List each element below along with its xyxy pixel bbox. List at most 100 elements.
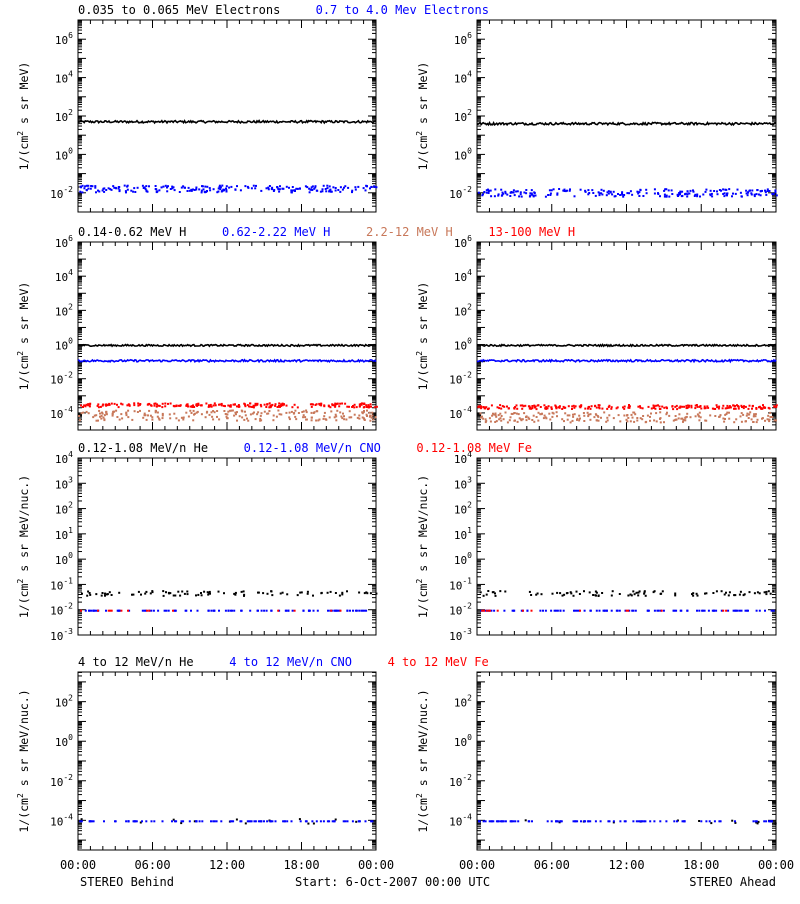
data-point [280,413,283,416]
data-point [82,411,85,414]
y-tick-label: 100 [454,146,472,162]
data-point [641,418,644,421]
data-point [209,403,212,406]
data-point [537,419,540,422]
data-point [268,406,271,409]
data-point [765,590,768,593]
data-point [659,411,662,414]
data-point [490,820,493,823]
data-point [481,609,484,612]
data-point [95,414,98,417]
data-point [606,191,609,194]
data-point [579,417,581,420]
data-point [244,410,246,413]
y-tick-label: 102 [454,694,472,710]
data-point [254,418,257,421]
data-point [628,192,631,195]
data-point [681,405,684,408]
data-point [315,403,318,406]
data-point [83,404,86,407]
data-point [722,404,725,407]
data-point [714,415,717,417]
data-point [513,407,516,410]
data-point [145,820,148,823]
data-point [533,192,536,194]
data-point [309,403,312,406]
data-point [250,187,253,190]
data-point [183,592,186,595]
data-point [619,420,622,423]
data-point [102,416,105,419]
data-point [244,414,247,417]
data-point [294,415,297,418]
data-point [97,189,99,192]
data-point [311,185,314,188]
data-point [314,185,317,188]
data-point [277,188,280,191]
data-point [78,419,81,422]
y-tick-label: 10-2 [449,185,472,201]
data-point [105,413,108,416]
data-point [495,420,498,423]
data-point [371,820,374,823]
data-point [101,411,103,414]
data-point [515,412,518,415]
data-point [94,185,97,188]
data-point [610,594,613,597]
data-point [200,413,203,416]
y-tick-label: 10-2 [50,602,73,618]
data-point [339,402,342,405]
data-point [673,609,676,612]
y-tick-label: 102 [454,108,472,124]
data-point [684,192,687,195]
data-point [341,593,344,596]
data-point [699,416,702,419]
data-point [223,410,226,412]
data-point [629,593,632,596]
data-point [107,187,110,190]
data-point [189,405,192,408]
data-point [661,590,664,593]
data-point [243,418,246,421]
data-point [556,415,558,418]
data-point [517,413,520,416]
data-point [563,420,565,423]
data-point [156,403,158,406]
data-point [216,191,219,194]
data-point [210,820,212,823]
data-point [113,186,116,189]
data-point [333,416,336,419]
data-point [732,192,734,195]
data-point [720,609,723,612]
data-point [330,410,333,413]
data-point [621,191,624,194]
data-point [85,410,88,413]
data-point [347,186,350,189]
data-point [197,593,200,596]
data-point [308,609,311,612]
y-tick-label: 10-2 [449,602,472,618]
data-point [657,609,660,612]
data-point [528,417,531,420]
data-point [300,591,303,594]
data-point [269,820,272,823]
y-tick-exponent: -2 [462,371,472,380]
data-point [749,411,752,414]
data-point [322,417,325,420]
data-point [563,190,566,192]
data-point [626,414,628,417]
data-point [653,188,656,191]
data-point [638,191,641,194]
data-point [594,820,597,823]
data-point [584,189,587,192]
data-point [369,419,372,422]
y-tick-exponent: 0 [68,146,73,155]
data-point [705,188,708,191]
data-point [755,193,758,196]
data-point [358,414,361,417]
data-point [718,405,721,408]
y-axis-label-exponent: 2 [415,131,424,136]
data-point [660,609,663,612]
data-point [236,411,238,414]
